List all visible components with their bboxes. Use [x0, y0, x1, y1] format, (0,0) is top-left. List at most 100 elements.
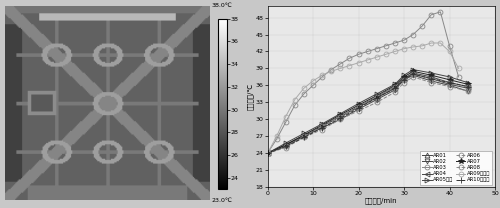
Text: 23.0℃: 23.0℃ [212, 198, 233, 203]
AR09铝极耳 [274, 135, 280, 137]
AR04 [264, 152, 270, 155]
AR03 [274, 138, 280, 140]
AR09铝极耳 [356, 62, 362, 64]
AR03 [392, 42, 398, 44]
AR03 [364, 50, 370, 53]
AR10钓极耳 [301, 136, 307, 139]
AR09铝极耳 [456, 67, 462, 70]
AR08 [338, 115, 344, 118]
AR07 [282, 144, 288, 146]
AR10钓极耳 [282, 145, 288, 148]
AR01 [401, 77, 407, 80]
AR03 [428, 14, 434, 16]
AR09铝极耳 [282, 115, 288, 118]
AR01 [428, 77, 434, 80]
AR01 [264, 152, 270, 155]
AR07 [338, 114, 344, 116]
AR03 [301, 93, 307, 95]
AR10钓极耳 [392, 87, 398, 89]
Line: AR03: AR03 [265, 10, 461, 156]
AR04 [446, 81, 452, 84]
AR03 [401, 39, 407, 41]
AR10钓极耳 [319, 127, 325, 129]
AR05中心 [338, 113, 344, 115]
AR07 [264, 152, 270, 155]
AR02 [446, 84, 452, 87]
X-axis label: 放电时间/min: 放电时间/min [365, 198, 398, 204]
AR07 [374, 94, 380, 97]
AR09铝极耳 [410, 46, 416, 48]
AR08 [401, 78, 407, 81]
AR02 [428, 80, 434, 82]
AR04 [338, 115, 344, 118]
AR04 [464, 85, 470, 88]
AR08 [282, 145, 288, 148]
AR09铝极耳 [438, 42, 444, 44]
AR03 [456, 76, 462, 78]
AR05中心 [282, 142, 288, 144]
AR05中心 [319, 123, 325, 125]
AR08 [392, 85, 398, 88]
AR07 [464, 83, 470, 85]
AR02 [264, 152, 270, 155]
AR03 [264, 152, 270, 155]
AR06 [338, 118, 344, 121]
AR03 [328, 68, 334, 71]
AR03 [356, 53, 362, 56]
AR08 [356, 106, 362, 108]
AR10钓极耳 [264, 152, 270, 155]
AR05中心 [374, 93, 380, 95]
AR06 [401, 81, 407, 84]
AR06 [301, 136, 307, 139]
Line: AR05中心: AR05中心 [265, 67, 470, 156]
AR09铝极耳 [319, 74, 325, 77]
AR03 [310, 84, 316, 87]
AR07 [428, 74, 434, 77]
AR05中心 [428, 72, 434, 74]
AR06 [410, 76, 416, 78]
Line: AR04: AR04 [265, 71, 470, 156]
AR03 [338, 63, 344, 65]
AR08 [464, 85, 470, 88]
AR05中心 [264, 152, 270, 155]
AR09铝极耳 [446, 50, 452, 53]
AR03 [383, 45, 389, 47]
Line: AR02: AR02 [265, 73, 470, 156]
AR05中心 [301, 132, 307, 135]
AR06 [356, 110, 362, 112]
AR04 [374, 95, 380, 98]
AR05中心 [356, 102, 362, 105]
AR06 [282, 146, 288, 149]
AR07 [356, 104, 362, 106]
AR02 [464, 90, 470, 92]
AR02 [282, 145, 288, 148]
Line: AR01: AR01 [265, 72, 470, 156]
AR08 [374, 95, 380, 98]
AR01 [356, 106, 362, 108]
AR04 [301, 135, 307, 137]
AR05中心 [410, 68, 416, 71]
AR06 [446, 85, 452, 88]
AR09铝极耳 [383, 53, 389, 56]
AR05中心 [401, 74, 407, 77]
AR08 [446, 81, 452, 84]
AR09铝极耳 [301, 87, 307, 89]
AR09铝极耳 [310, 80, 316, 82]
AR09铝极耳 [346, 64, 352, 67]
AR09铝极耳 [292, 98, 298, 101]
Line: AR06: AR06 [265, 74, 470, 156]
AR03 [346, 57, 352, 59]
AR04 [401, 77, 407, 80]
AR07 [319, 124, 325, 126]
AR06 [319, 128, 325, 131]
AR02 [319, 127, 325, 129]
AR10钓极耳 [401, 78, 407, 81]
AR09铝极耳 [419, 45, 425, 47]
AR01 [410, 73, 416, 75]
AR06 [264, 152, 270, 155]
AR06 [428, 81, 434, 84]
AR10钓极耳 [446, 81, 452, 84]
AR08 [301, 135, 307, 137]
AR02 [356, 108, 362, 110]
AR01 [464, 87, 470, 89]
